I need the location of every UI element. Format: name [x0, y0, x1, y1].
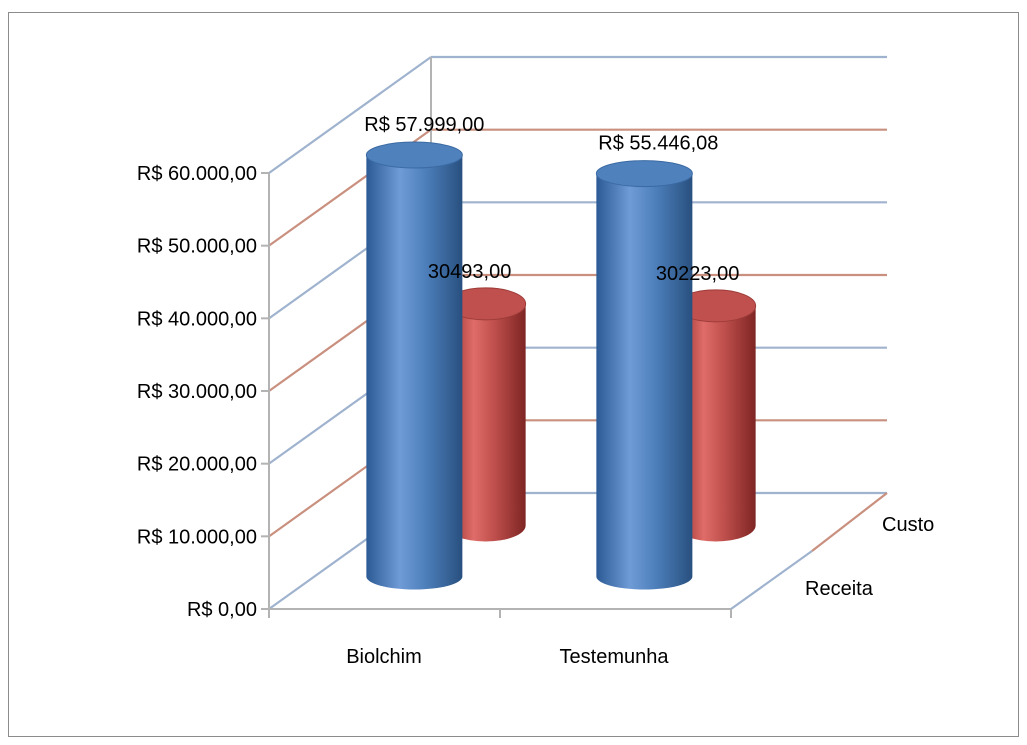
- cylinder-receita-top: [595, 160, 693, 188]
- chart-svg: R$ 0,00 R$ 10.000,00 R$ 20.000,00 R$ 30.000…: [137, 55, 934, 668]
- depth-axis-segment-back: [811, 492, 888, 552]
- chart-bars: [365, 141, 757, 590]
- data-label: 30223,00: [656, 263, 739, 285]
- side-wall-gridline: [268, 56, 432, 174]
- x-category-label: Biolchim: [346, 646, 422, 668]
- depth-category-label: Receita: [805, 578, 874, 600]
- data-label: R$ 55.446,08: [598, 133, 718, 155]
- y-tick-label: R$ 30.000,00: [137, 381, 257, 403]
- chart-texts: R$ 0,00 R$ 10.000,00 R$ 20.000,00 R$ 30.000…: [137, 114, 934, 668]
- depth-category-label: Custo: [882, 514, 934, 536]
- depth-axis-segment-front: [730, 550, 813, 610]
- cylinder-receita-body: [366, 155, 463, 590]
- y-tick-label: R$ 60.000,00: [137, 163, 257, 185]
- y-tick-label: R$ 0,00: [187, 599, 257, 621]
- chart-walls: [261, 55, 888, 618]
- chart-frame: R$ 0,00 R$ 10.000,00 R$ 20.000,00 R$ 30.000…: [8, 12, 1019, 737]
- data-label: R$ 57.999,00: [364, 114, 484, 136]
- y-tick-label: R$ 10.000,00: [137, 526, 257, 548]
- cylinder-receita-body: [596, 173, 693, 590]
- cylinder-custo-body: [675, 305, 756, 542]
- y-tick-label: R$ 20.000,00: [137, 454, 257, 476]
- y-tick-label: R$ 50.000,00: [137, 236, 257, 258]
- y-tick-label: R$ 40.000,00: [137, 308, 257, 330]
- x-category-label: Testemunha: [560, 646, 670, 668]
- cylinder-receita-top: [365, 141, 463, 169]
- cylinder-custo-body: [445, 303, 526, 542]
- data-label: 30493,00: [428, 261, 511, 283]
